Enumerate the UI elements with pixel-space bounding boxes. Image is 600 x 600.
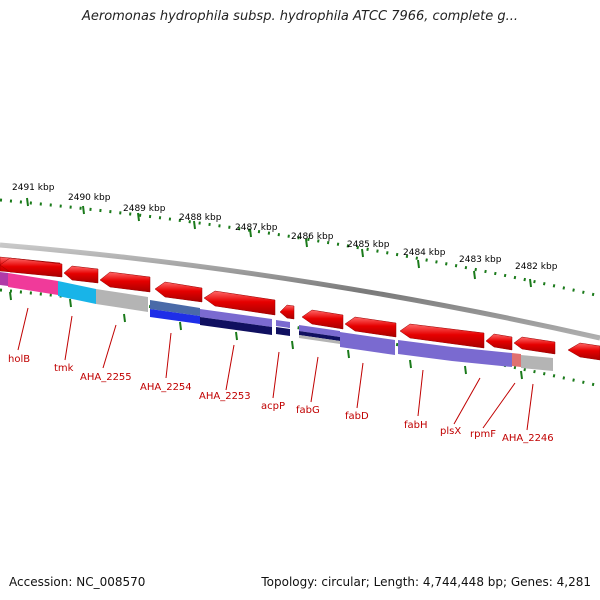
- gene-label-fabD[interactable]: fabD: [345, 411, 369, 422]
- gene-arrow[interactable]: [63, 265, 99, 284]
- category-bar: [521, 355, 553, 371]
- gene-arrow[interactable]: [567, 342, 600, 361]
- map-title: Aeromonas hydrophila subsp. hydrophila A…: [81, 9, 519, 24]
- gene-arrow[interactable]: [154, 281, 203, 303]
- gene-label-AHA_2254[interactable]: AHA_2254: [140, 382, 192, 393]
- gene-arrows: [0, 256, 600, 361]
- genome-backbone: [0, 242, 600, 341]
- category-bar: [150, 309, 200, 324]
- kbp-label: 2486 kbp: [291, 232, 334, 242]
- gene-label-fabG[interactable]: fabG: [296, 405, 320, 416]
- category-bar: [200, 309, 272, 327]
- kbp-label: 2491 kbp: [12, 183, 55, 193]
- category-bar: [452, 347, 512, 367]
- gene-arrow[interactable]: [301, 309, 344, 330]
- gene-label-rpmF[interactable]: rpmF: [470, 429, 496, 440]
- genome-summary-text: Topology: circular; Length: 4,744,448 bp…: [261, 575, 591, 589]
- category-bar: [340, 332, 395, 355]
- gene-arrow[interactable]: [485, 333, 513, 351]
- gene-label-AHA_2255[interactable]: AHA_2255: [80, 372, 132, 383]
- gene-label-holB[interactable]: holB: [8, 354, 30, 365]
- category-bar: [299, 335, 340, 344]
- gene-labels: holB tmk AHA_2255 AHA_2254 AHA_2253 acpP…: [8, 354, 554, 444]
- gene-label-AHA_2253[interactable]: AHA_2253: [199, 391, 251, 402]
- kbp-labels: 2491 kbp 2490 kbp 2489 kbp 2488 kbp 2487…: [12, 183, 558, 272]
- category-bar: [150, 300, 200, 316]
- gene-arrow[interactable]: [0, 257, 63, 278]
- gene-label-tmk[interactable]: tmk: [54, 363, 74, 374]
- gene-label-fabH[interactable]: fabH: [404, 420, 428, 431]
- kbp-label: 2490 kbp: [68, 193, 111, 203]
- gene-arrow[interactable]: [203, 290, 276, 316]
- gene-arrow[interactable]: [513, 336, 556, 355]
- category-bar: [299, 325, 340, 337]
- kbp-label: 2487 kbp: [235, 223, 278, 233]
- category-bar: [96, 289, 148, 312]
- accession-text: Accession: NC_008570: [9, 575, 146, 589]
- major-ticks: [9, 197, 532, 380]
- kbp-label: 2488 kbp: [179, 213, 222, 223]
- gene-label-acpP[interactable]: acpP: [261, 401, 285, 412]
- kbp-label: 2482 kbp: [515, 262, 558, 272]
- kbp-label: 2483 kbp: [459, 255, 502, 265]
- gene-arrow[interactable]: [99, 271, 151, 293]
- category-bar: [512, 353, 521, 367]
- gene-label-plsX[interactable]: plsX: [440, 426, 461, 437]
- leader-lines: [17, 307, 534, 431]
- category-bar: [299, 331, 340, 341]
- gene-label-AHA_2246[interactable]: AHA_2246: [502, 433, 554, 444]
- kbp-label: 2489 kbp: [123, 204, 166, 214]
- kbp-label: 2485 kbp: [347, 240, 390, 250]
- category-bar: [200, 317, 272, 335]
- category-bar: [398, 340, 452, 361]
- kbp-label: 2484 kbp: [403, 248, 446, 258]
- gene-arrow[interactable]: [279, 304, 295, 320]
- gene-arrow[interactable]: [399, 323, 485, 349]
- category-bar: [58, 281, 96, 304]
- category-bar: [276, 327, 290, 336]
- category-bar: [276, 320, 290, 328]
- category-bar: [0, 272, 8, 286]
- category-bar: [8, 273, 58, 295]
- category-bars: [0, 272, 553, 371]
- gene-arrow[interactable]: [344, 316, 397, 338]
